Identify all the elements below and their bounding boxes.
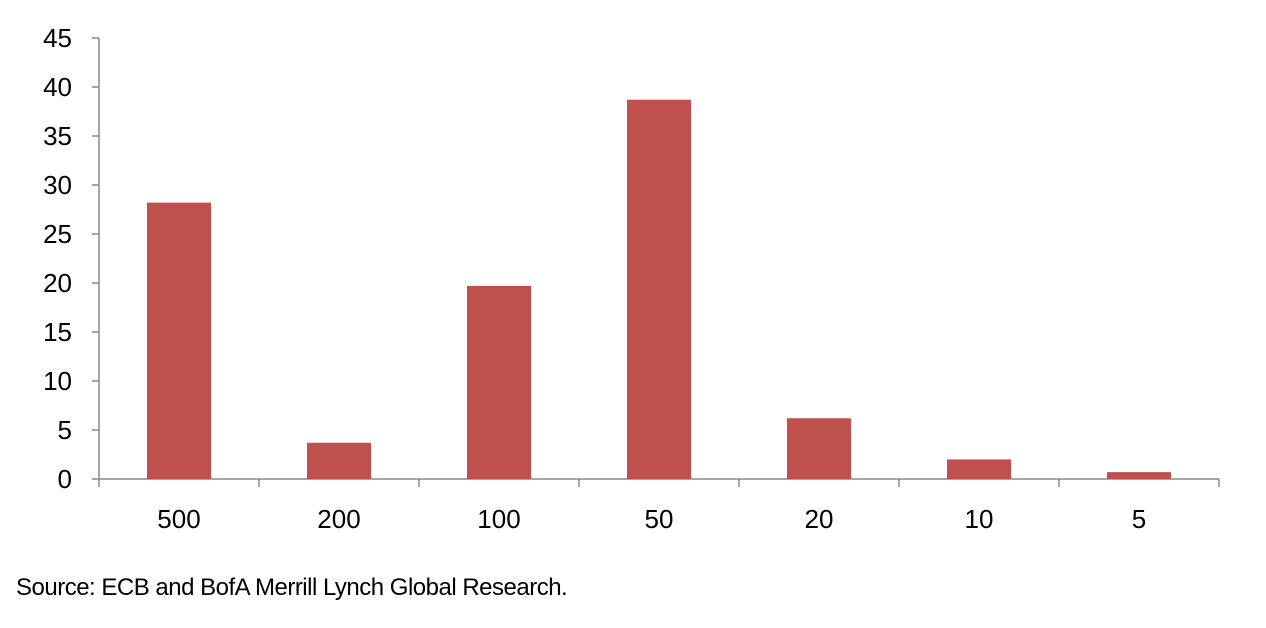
x-tick-label: 200 [317, 504, 360, 534]
x-tick-label: 10 [965, 504, 994, 534]
source-note: Source: ECB and BofA Merrill Lynch Globa… [16, 574, 568, 601]
bar-500 [147, 202, 211, 479]
x-tick-label: 20 [805, 504, 834, 534]
bar-20 [787, 418, 851, 479]
bar-chart: 0 5 10 15 20 25 30 35 40 45 500 200 100 50 20 10 5 [43, 23, 1220, 534]
y-tick-label: 30 [43, 170, 72, 200]
y-tick-label: 45 [43, 23, 72, 53]
y-tick-label: 25 [43, 219, 72, 249]
x-tick-label: 50 [645, 504, 674, 534]
y-tick-label: 0 [58, 464, 72, 494]
bar-50 [627, 99, 691, 480]
y-tick-label: 35 [43, 121, 72, 151]
y-axis: 0 5 10 15 20 25 30 35 40 45 [43, 23, 100, 494]
bar-100 [467, 285, 531, 479]
bar-5 [1107, 472, 1171, 479]
bar-10 [947, 459, 1011, 479]
x-tick-label: 500 [157, 504, 200, 534]
x-axis: 500 200 100 50 20 10 5 [98, 478, 1220, 534]
bar-200 [307, 442, 371, 479]
bars [147, 99, 1171, 480]
x-tick-label: 100 [477, 504, 520, 534]
x-tick-label: 5 [1132, 504, 1146, 534]
y-tick-label: 20 [43, 268, 72, 298]
y-tick-label: 15 [43, 317, 72, 347]
y-tick-label: 40 [43, 72, 72, 102]
y-tick-label: 10 [43, 366, 72, 396]
y-tick-label: 5 [58, 415, 72, 445]
